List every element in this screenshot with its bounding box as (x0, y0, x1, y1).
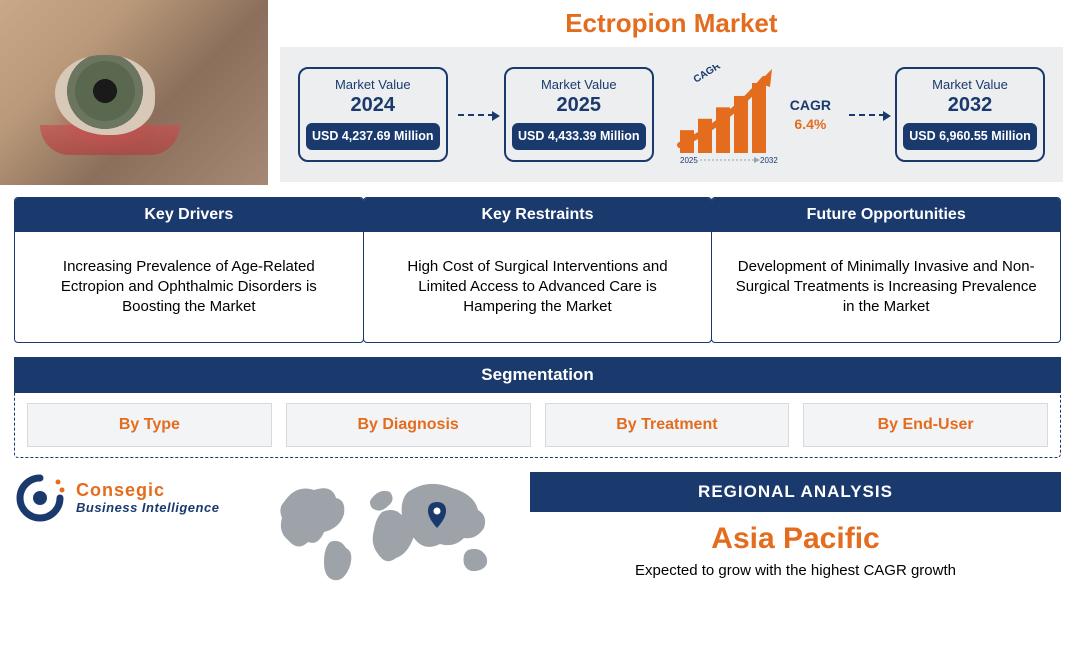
region-sub: Expected to grow with the highest CAGR g… (530, 562, 1061, 579)
market-value-card-2032: Market Value 2032 USD 6,960.55 Million (895, 67, 1045, 163)
region-name: Asia Pacific (530, 522, 1061, 556)
card-key-restraints: Key Restraints High Cost of Surgical Int… (363, 197, 713, 343)
mv-label: Market Value (306, 77, 440, 92)
segmentation: Segmentation By Type By Diagnosis By Tre… (14, 357, 1061, 458)
cagr-chart-icon: CAGR 2025 2032 (672, 65, 782, 165)
logo-line2: Business Intelligence (76, 501, 219, 516)
cagr-value: 6.4% (790, 115, 831, 133)
bottom-row: Consegic Business Intelligence REGIONAL … (14, 472, 1061, 587)
card-body: Increasing Prevalence of Age-Related Ect… (15, 232, 363, 342)
segmentation-row: By Type By Diagnosis By Treatment By End… (15, 403, 1060, 447)
mv-year: 2024 (306, 94, 440, 117)
card-head: Future Opportunities (712, 198, 1060, 232)
card-head: Key Restraints (364, 198, 712, 232)
world-map-icon (272, 472, 512, 587)
arrow-icon (849, 114, 885, 116)
mv-label: Market Value (512, 77, 646, 92)
region-head: REGIONAL ANALYSIS (530, 472, 1061, 512)
market-value-card-2025: Market Value 2025 USD 4,433.39 Million (504, 67, 654, 163)
mv-label: Market Value (903, 77, 1037, 92)
card-key-drivers: Key Drivers Increasing Prevalence of Age… (14, 197, 364, 343)
hero-image (0, 0, 268, 185)
seg-type: By Type (27, 403, 272, 447)
market-value-card-2024: Market Value 2024 USD 4,237.69 Million (298, 67, 448, 163)
top-row: Ectropion Market Market Value 2024 USD 4… (0, 0, 1075, 185)
logo: Consegic Business Intelligence (14, 472, 254, 524)
card-body: High Cost of Surgical Interventions and … (364, 232, 712, 342)
mv-year: 2032 (903, 94, 1037, 117)
logo-line1: Consegic (76, 480, 219, 501)
logo-mark-icon (14, 472, 66, 524)
logo-text: Consegic Business Intelligence (76, 480, 219, 516)
mv-value: USD 6,960.55 Million (903, 123, 1037, 151)
seg-diagnosis: By Diagnosis (286, 403, 531, 447)
cagr-text: CAGR 6.4% (790, 96, 831, 132)
cagr-block: CAGR 2025 2032 CAGR 6.4% (672, 65, 831, 165)
arrow-icon (458, 114, 494, 116)
card-head: Key Drivers (15, 198, 363, 232)
seg-enduser: By End-User (803, 403, 1048, 447)
mv-year: 2025 (512, 94, 646, 117)
card-future-opportunities: Future Opportunities Development of Mini… (711, 197, 1061, 343)
top-right: Ectropion Market Market Value 2024 USD 4… (268, 0, 1075, 185)
svg-text:2025: 2025 (680, 156, 698, 165)
value-strip: Market Value 2024 USD 4,237.69 Million M… (280, 47, 1063, 182)
seg-treatment: By Treatment (545, 403, 790, 447)
page-title: Ectropion Market (280, 8, 1063, 39)
three-col: Key Drivers Increasing Prevalence of Age… (14, 197, 1061, 343)
segmentation-head: Segmentation (14, 357, 1061, 393)
svg-text:2032: 2032 (760, 156, 778, 165)
regional-analysis: REGIONAL ANALYSIS Asia Pacific Expected … (530, 472, 1061, 579)
svg-text:CAGR: CAGR (692, 65, 723, 86)
card-body: Development of Minimally Invasive and No… (712, 232, 1060, 342)
mv-value: USD 4,433.39 Million (512, 123, 646, 151)
mv-value: USD 4,237.69 Million (306, 123, 440, 151)
cagr-label: CAGR (790, 96, 831, 114)
